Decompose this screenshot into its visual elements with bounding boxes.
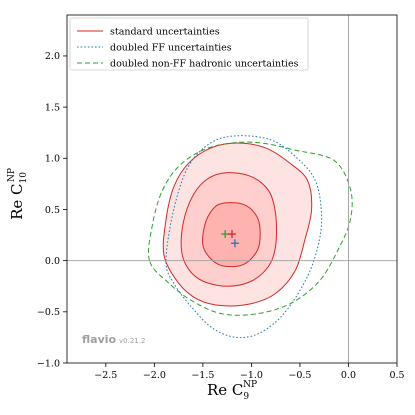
legend: standard uncertainties doubled FF uncerta…: [69, 17, 309, 71]
x-tick-label: 0.0: [341, 370, 356, 381]
best-fit-point-dotted: [230, 239, 239, 248]
y-tick-label: 1.0: [45, 154, 60, 165]
x-tick-label: −1.0: [240, 370, 263, 381]
legend-entry-solid: standard uncertainties: [77, 26, 220, 37]
legend-box: [69, 17, 309, 71]
contour-line-solid-2sigma: [180, 172, 278, 287]
x-tick-label: −1.5: [191, 370, 214, 381]
x-tick-label: −2.5: [94, 370, 117, 381]
y-tick-label: 0.5: [45, 205, 60, 216]
legend-entries: standard uncertainties doubled FF uncerta…: [77, 26, 299, 69]
legend-label: doubled FF uncertainties: [110, 42, 232, 53]
y-axis-ticks: −1.0 −0.5 0.0 0.5 1.0 1.5 2.0: [37, 51, 67, 369]
best-fit-point-dashed: [221, 230, 230, 239]
legend-label: standard uncertainties: [110, 26, 220, 37]
contour-line-dashed-3sigma: [147, 141, 353, 316]
best-fit-point-solid: [228, 230, 236, 239]
flavio-version: v0.21.2: [119, 337, 145, 345]
contours-layer: [147, 135, 353, 339]
x-tick-label: −2.0: [143, 370, 166, 381]
best-fit-points: [221, 230, 239, 248]
legend-label: doubled non-FF hadronic uncertainties: [110, 58, 299, 69]
legend-entry-dotted: doubled FF uncertainties: [77, 42, 232, 53]
x-tick-label: 0.5: [389, 370, 404, 381]
x-axis-ticks: −2.5 −2.0 −1.5 −1.0 −0.5 0.0 0.5: [94, 363, 405, 381]
x-axis-label-base: Re C: [207, 381, 243, 399]
legend-entry-dashed: doubled non-FF hadronic uncertainties: [77, 58, 299, 69]
x-axis-label: Re C9 NP: [207, 380, 257, 402]
y-axis-label-sub: 10: [19, 172, 29, 184]
plot-frame: [66, 14, 398, 364]
y-tick-label: −1.0: [37, 358, 60, 369]
y-axis-label-base: Re C: [8, 183, 26, 219]
contour-line-solid-1sigma: [202, 202, 261, 268]
x-tick-label: −0.5: [288, 370, 311, 381]
contour-line-dotted-3sigma: [165, 135, 323, 339]
contour-line-solid-3sigma: [162, 142, 313, 307]
flavio-watermark: flavio v0.21.2: [82, 333, 145, 346]
reference-lines: [67, 15, 397, 363]
x-axis-label-sup: NP: [243, 380, 257, 390]
y-axis-label: Re C10NP: [7, 168, 29, 220]
x-axis-label-sub: 9: [243, 392, 249, 402]
y-axis-label-sup: NP: [7, 168, 17, 182]
y-tick-label: 0.0: [45, 256, 60, 267]
y-tick-label: 1.5: [45, 102, 60, 113]
flavio-logo-text: flavio: [82, 333, 117, 346]
y-tick-label: −0.5: [37, 307, 60, 318]
y-tick-label: 2.0: [45, 51, 60, 62]
